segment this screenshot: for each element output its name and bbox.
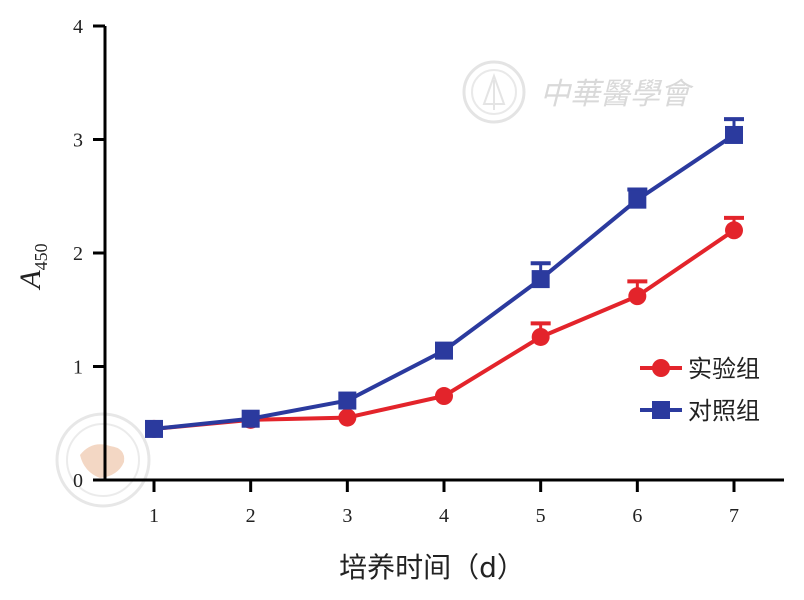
y-tick-label: 2	[73, 243, 83, 265]
x-tick-label: 1	[149, 505, 159, 527]
y-axis-title-subscript: 450	[31, 243, 51, 270]
series-layer	[145, 117, 744, 438]
watermark-badge-icon	[55, 412, 151, 508]
data-point	[725, 125, 743, 144]
x-tick-label: 3	[342, 505, 352, 527]
data-point	[338, 408, 357, 427]
watermark-text: 中華醫學會	[540, 77, 694, 112]
series-2	[145, 117, 744, 438]
legend-item: 对照组	[640, 397, 760, 425]
data-point	[435, 387, 453, 406]
y-tick-label: 0	[73, 470, 83, 492]
watermark: 中華醫學會	[462, 60, 694, 124]
watermark-seal-icon	[462, 60, 526, 124]
data-point	[628, 190, 647, 209]
y-axis-title-main: A	[14, 270, 47, 291]
y-tick-label: 4	[73, 16, 83, 38]
x-tick-label: 4	[439, 505, 449, 527]
data-point	[531, 270, 550, 289]
legend-item: 实验组	[640, 355, 760, 383]
legend-label: 对照组	[688, 397, 760, 425]
data-point	[531, 327, 550, 346]
y-axis-ticks: 0 1 2 3 4	[73, 16, 105, 492]
legend-label: 实验组	[688, 355, 760, 383]
x-axis-ticks: 1 2 3 4 5 6 7	[149, 480, 739, 527]
x-tick-label: 2	[246, 505, 256, 527]
x-axis-title: 培养时间（d）	[339, 551, 525, 584]
x-tick-label: 5	[536, 505, 546, 527]
y-tick-label: 3	[73, 130, 83, 152]
x-tick-label: 6	[632, 505, 642, 527]
data-point	[628, 287, 647, 306]
y-tick-label: 1	[73, 357, 83, 379]
data-point	[725, 221, 743, 240]
x-tick-label: 7	[729, 505, 739, 527]
data-point	[435, 341, 453, 360]
data-point	[145, 419, 163, 438]
data-point	[241, 409, 260, 428]
legend-marker	[652, 359, 670, 377]
data-point	[338, 391, 357, 410]
y-axis-title: A450	[14, 243, 51, 290]
legend-marker	[652, 401, 670, 419]
